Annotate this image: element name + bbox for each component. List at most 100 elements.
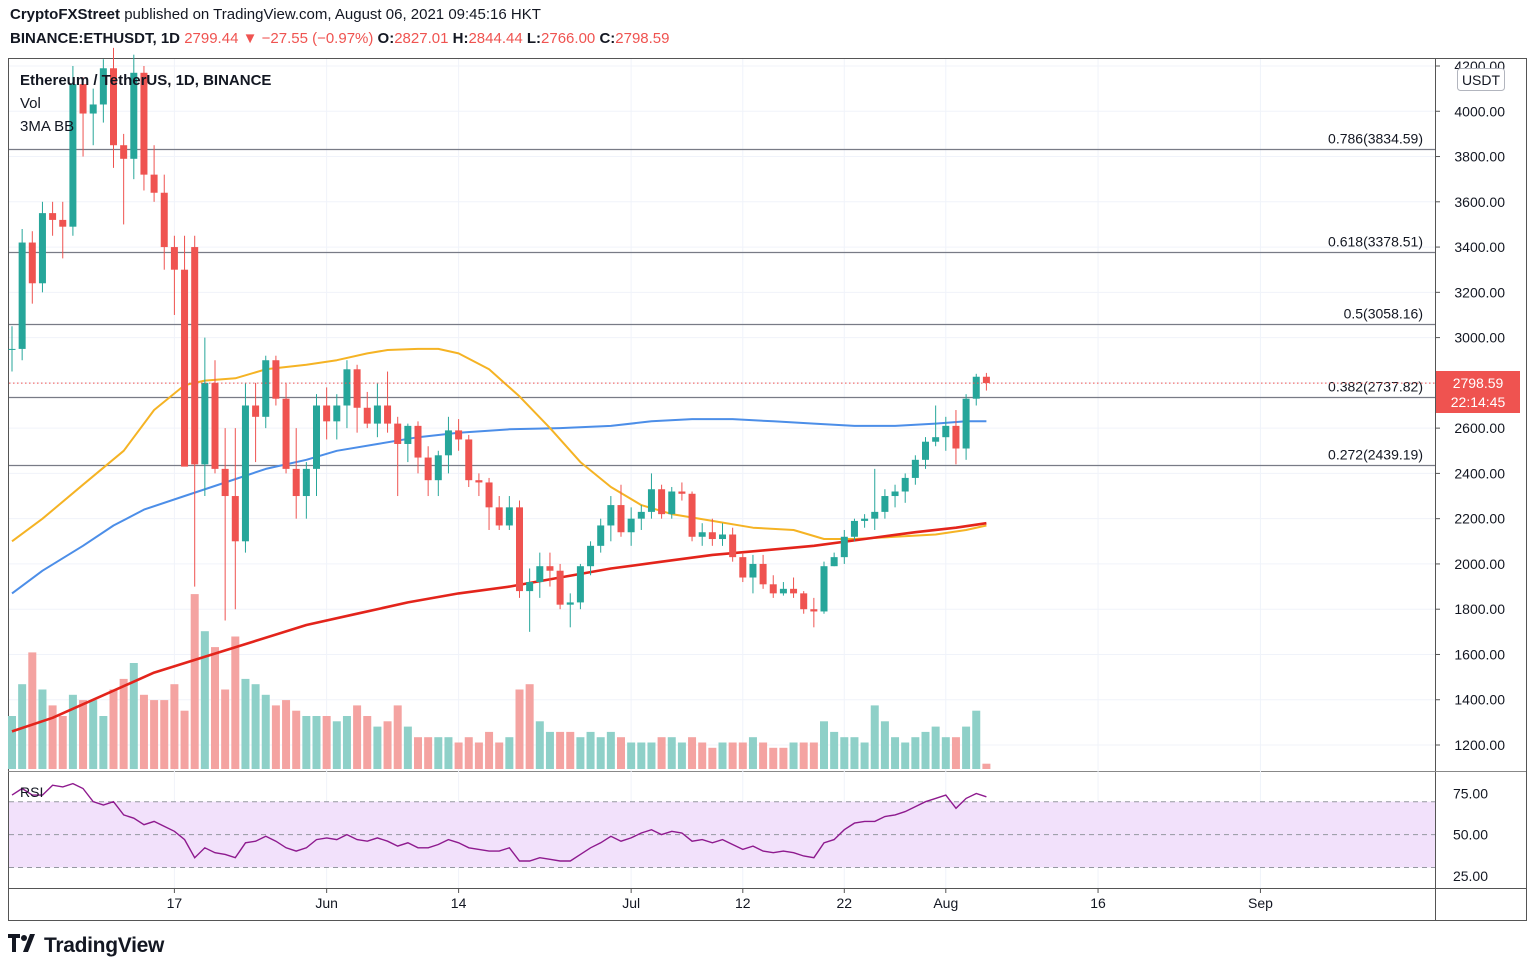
candle-body bbox=[749, 563, 757, 578]
volume-bar bbox=[962, 726, 971, 769]
volume-bar bbox=[129, 663, 138, 769]
candle-body bbox=[932, 437, 940, 442]
legend-rsi[interactable]: RSI bbox=[20, 784, 44, 800]
down-arrow-icon: ▼ bbox=[242, 30, 258, 47]
series-title[interactable]: Ethereum / TetherUS, 1D, BINANCE bbox=[20, 72, 272, 89]
candle-body bbox=[302, 468, 310, 497]
currency-box[interactable] bbox=[1457, 68, 1505, 91]
candle-body bbox=[191, 247, 199, 465]
ohlc-line: BINANCE:ETHUSDT, 1D 2799.44 ▼ −27.55 (−0… bbox=[10, 30, 670, 47]
volume-bar bbox=[414, 737, 422, 769]
volume-bar bbox=[119, 678, 128, 769]
candle-body bbox=[99, 68, 107, 105]
candle-body bbox=[241, 405, 249, 542]
candle-body bbox=[353, 369, 361, 408]
candle-body bbox=[881, 496, 889, 512]
volume-bar bbox=[342, 716, 351, 769]
candle-body bbox=[972, 376, 980, 399]
volume-bar bbox=[617, 737, 625, 769]
badge-countdown: 22:14:45 bbox=[1451, 394, 1506, 410]
volume-bar bbox=[708, 747, 717, 769]
volume-bar bbox=[150, 700, 159, 769]
time-tick-label: 14 bbox=[451, 895, 467, 911]
price-tick-label: 3600.00 bbox=[1454, 194, 1505, 210]
volume-bar bbox=[688, 737, 697, 769]
published-text: published on TradingView.com, August 06,… bbox=[124, 6, 541, 23]
candle-body bbox=[18, 242, 26, 349]
volume-bar bbox=[525, 684, 534, 769]
volume-bar bbox=[870, 705, 879, 769]
candle-body bbox=[982, 376, 990, 384]
volume-bar bbox=[850, 737, 859, 769]
candle-body bbox=[313, 405, 320, 469]
grid bbox=[9, 59, 1435, 888]
price-tick-label: 2000.00 bbox=[1454, 556, 1505, 572]
price-tick-label: 4000.00 bbox=[1454, 103, 1505, 119]
volume-bar bbox=[759, 742, 768, 769]
open-label: O: bbox=[377, 30, 395, 47]
candle-body bbox=[59, 219, 67, 227]
time-tick-label: 17 bbox=[167, 895, 183, 911]
candle-body bbox=[252, 405, 260, 417]
volume-bar bbox=[657, 737, 666, 769]
volume-bar bbox=[515, 689, 524, 769]
volume-bar bbox=[901, 742, 910, 769]
candle-body bbox=[38, 213, 46, 284]
candle-body bbox=[739, 557, 747, 578]
candle-body bbox=[668, 491, 676, 515]
candle-body bbox=[140, 72, 148, 175]
candle-body bbox=[962, 398, 970, 449]
candle-body bbox=[282, 398, 290, 469]
candle-body bbox=[455, 430, 463, 440]
volume-bar bbox=[545, 731, 554, 769]
price-tick-label: 3000.00 bbox=[1454, 330, 1505, 346]
candle-body bbox=[698, 532, 706, 537]
currency-label: USDT bbox=[1462, 72, 1501, 88]
volume-bar bbox=[718, 742, 727, 769]
candle-body bbox=[414, 425, 422, 458]
open-value: 2827.01 bbox=[394, 30, 449, 47]
fib-levels: 0.786(3834.59) 0.618(3378.51) 0.5(3058.16)… bbox=[9, 131, 1435, 467]
price-axis[interactable]: 1200.00 1400.00 1600.00 1800.00 2000.00 2200.… bbox=[1435, 58, 1505, 884]
legend-bb[interactable]: 3MA BB bbox=[20, 118, 75, 135]
candle-body bbox=[820, 566, 828, 612]
candle-body bbox=[79, 84, 87, 114]
volume-bar bbox=[332, 721, 341, 769]
candle-body bbox=[110, 68, 117, 146]
candle-body bbox=[861, 518, 869, 521]
candle-body bbox=[150, 174, 158, 193]
high-label: H: bbox=[452, 30, 469, 47]
candle-body bbox=[434, 455, 442, 481]
volume-bar bbox=[292, 710, 301, 769]
tradingview-logo[interactable]: TradingView bbox=[8, 934, 164, 958]
candle-body bbox=[627, 518, 635, 533]
candle-body bbox=[769, 584, 777, 594]
rsi-line bbox=[11, 782, 987, 862]
volume-bar bbox=[393, 705, 402, 769]
publisher-name[interactable]: CryptoFXStreet bbox=[10, 6, 121, 23]
candle-body bbox=[952, 425, 960, 449]
price-tick-label: 2400.00 bbox=[1454, 465, 1505, 481]
volume-bar bbox=[403, 726, 412, 769]
candle-body bbox=[810, 609, 818, 612]
volume-bar bbox=[160, 700, 169, 769]
legend-vol[interactable]: Vol bbox=[20, 95, 41, 112]
volume-bar bbox=[322, 716, 331, 769]
candle-body bbox=[343, 369, 351, 406]
time-axis[interactable]: 17 Jun 14 Jul 12 22 Aug 16 Sep bbox=[167, 888, 1274, 911]
symbol-label: BINANCE:ETHUSDT, 1D bbox=[10, 30, 181, 47]
candle-body bbox=[8, 348, 16, 350]
volume-bar bbox=[48, 705, 57, 769]
candle-body bbox=[201, 382, 209, 465]
badge-price: 2798.59 bbox=[1453, 375, 1504, 391]
volume-bar bbox=[921, 731, 930, 769]
volume-bar bbox=[738, 742, 747, 769]
candle-body bbox=[678, 491, 686, 494]
price-tick-label: 2200.00 bbox=[1454, 511, 1505, 527]
candle-body bbox=[566, 602, 574, 605]
volume-bar bbox=[830, 731, 839, 769]
volume-bar bbox=[18, 684, 27, 769]
volume-bar bbox=[667, 737, 676, 769]
volume-bar bbox=[809, 742, 818, 769]
